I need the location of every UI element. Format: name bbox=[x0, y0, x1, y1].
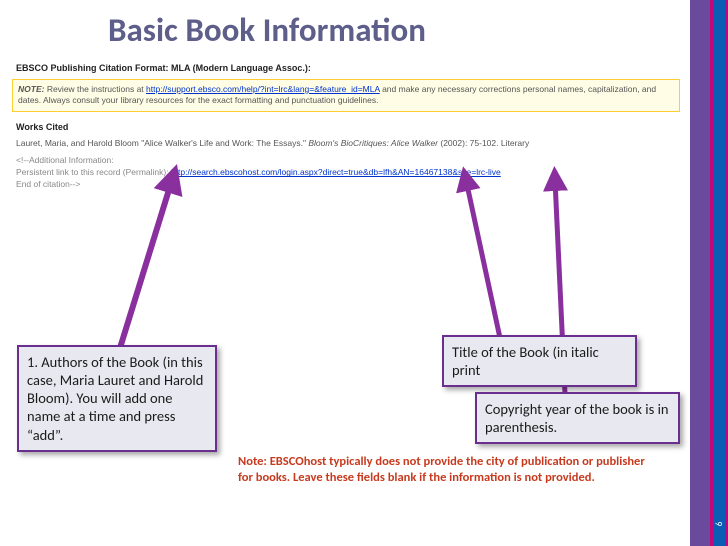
arrow-authors bbox=[120, 180, 172, 348]
citation-text: Lauret, Maria, and Harold Bloom "Alice W… bbox=[12, 138, 680, 155]
permalink-url[interactable]: http://search.ebscohost.com/login.aspx?d… bbox=[171, 167, 501, 177]
note-text-before: Review the instructions at bbox=[44, 84, 146, 94]
permalink-line: Persistent link to this record (Permalin… bbox=[12, 167, 680, 179]
ebsco-header: EBSCO Publishing Citation Format: MLA (M… bbox=[12, 60, 680, 79]
additional-info-close: End of citation--> bbox=[12, 179, 680, 191]
page-title: Basic Book Information bbox=[108, 10, 426, 50]
note-prefix: NOTE: bbox=[18, 84, 44, 94]
additional-info-open: <!--Additional Information: bbox=[12, 155, 680, 167]
citation-italic-title: Bloom's BioCritiques: Alice Walker bbox=[308, 138, 438, 148]
citation-before: Lauret, Maria, and Harold Bloom "Alice W… bbox=[16, 138, 308, 148]
decor-stripe-purple bbox=[690, 0, 710, 546]
callout-copyright-year: Copyright year of the book is in parenth… bbox=[475, 392, 680, 444]
ebsco-note-box: NOTE: Review the instructions at http://… bbox=[12, 79, 680, 112]
citation-after: (2002): 75-102. Literary bbox=[438, 138, 529, 148]
note-link[interactable]: http://support.ebsco.com/help/?int=lrc&l… bbox=[146, 84, 380, 94]
decor-stripe-blue bbox=[713, 0, 725, 546]
callout-book-title: Title of the Book (in italic print bbox=[442, 335, 637, 387]
arrow-title bbox=[466, 180, 500, 338]
works-cited-label: Works Cited bbox=[12, 112, 680, 138]
footnote-text: Note: EBSCOhost typically does not provi… bbox=[238, 454, 648, 485]
page-number: 6 bbox=[709, 518, 728, 530]
ebsco-citation-panel: EBSCO Publishing Citation Format: MLA (M… bbox=[12, 60, 680, 191]
callout-authors: 1. Authors of the Book (in this case, Ma… bbox=[17, 345, 217, 452]
permalink-label: Persistent link to this record (Permalin… bbox=[16, 167, 171, 177]
